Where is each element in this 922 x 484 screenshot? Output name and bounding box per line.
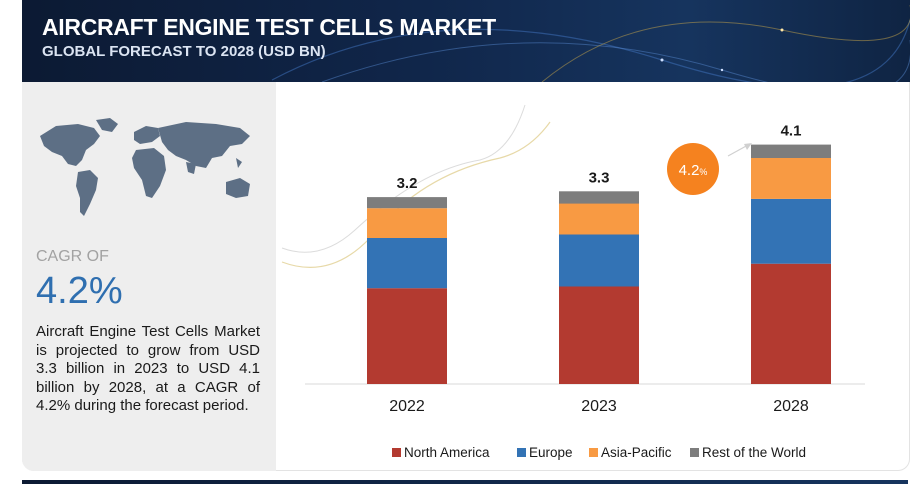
summary-panel: CAGR OF 4.2% Aircraft Engine Test Cells … — [22, 82, 276, 471]
bar-europe-2022 — [367, 238, 447, 289]
total-label-2022: 3.2 — [397, 175, 418, 192]
total-label-2023: 3.3 — [589, 169, 610, 186]
cagr-arrow — [727, 144, 749, 157]
legend-swatch-asia-pacific — [589, 448, 598, 457]
page-title: AIRCRAFT ENGINE TEST CELLS MARKET — [42, 14, 496, 40]
bar-rest-of-the-world-2022 — [367, 197, 447, 209]
bar-rest-of-the-world-2028 — [751, 144, 831, 158]
cagr-badge-circle — [667, 143, 719, 195]
legend-label-asia-pacific: Asia-Pacific — [601, 445, 672, 460]
bar-asia-pacific-2028 — [751, 158, 831, 199]
bar-rest-of-the-world-2023 — [559, 191, 639, 204]
bar-europe-2023 — [559, 234, 639, 287]
market-description: Aircraft Engine Test Cells Market is pro… — [36, 323, 260, 415]
legend-swatch-europe — [517, 448, 526, 457]
legend-label-north-america: North America — [404, 445, 490, 460]
bar-north-america-2023 — [559, 286, 639, 384]
bar-asia-pacific-2023 — [559, 203, 639, 235]
legend-label-europe: Europe — [529, 445, 573, 460]
bar-asia-pacific-2022 — [367, 208, 447, 238]
cagr-badge-label: 4.2% — [679, 162, 708, 179]
bar-north-america-2028 — [751, 263, 831, 384]
world-map-icon — [40, 118, 250, 216]
x-tick-label-2023: 2023 — [581, 398, 617, 415]
legend-swatch-rest-of-the-world — [690, 448, 699, 457]
bar-north-america-2022 — [367, 288, 447, 384]
cagr-value: 4.2% — [36, 270, 123, 312]
cagr-badge: 4.2% — [667, 143, 719, 195]
total-label-2028: 4.1 — [781, 123, 802, 140]
bar-europe-2028 — [751, 198, 831, 264]
x-tick-label-2022: 2022 — [389, 398, 425, 415]
legend-label-rest-of-the-world: Rest of the World — [702, 445, 806, 460]
legend-swatch-north-america — [392, 448, 401, 457]
cagr-arrow-head — [744, 143, 752, 150]
header-banner: AIRCRAFT ENGINE TEST CELLS MARKET GLOBAL… — [22, 0, 910, 82]
page-subtitle: GLOBAL FORECAST TO 2028 (USD BN) — [42, 43, 326, 60]
cagr-label: CAGR OF — [36, 248, 109, 265]
bottom-strip — [22, 480, 908, 484]
x-tick-label-2028: 2028 — [773, 398, 809, 415]
header-decoration — [271, 5, 910, 82]
decorative-trend-swoosh-2 — [281, 104, 526, 253]
decorative-trend-swoosh — [281, 121, 551, 268]
